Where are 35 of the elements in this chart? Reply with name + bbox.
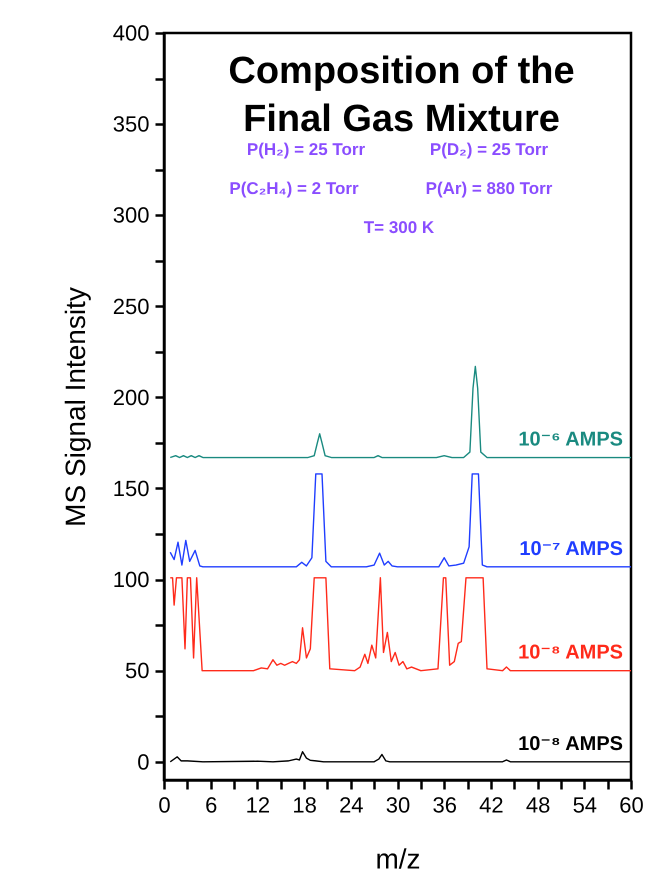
x-tick-label: 42 <box>479 792 504 818</box>
y-tick-label: 100 <box>112 567 150 592</box>
y-tick-label: 350 <box>112 112 150 137</box>
y-axis-title: MS Signal Intensity <box>60 287 91 527</box>
y-tick-label: 200 <box>112 384 150 410</box>
series-label: 10⁻⁷ AMPS <box>519 538 623 560</box>
x-tick-label: 6 <box>205 792 218 818</box>
y-tick-label: 250 <box>112 294 150 319</box>
series-label: 10⁻⁸ AMPS <box>518 732 623 755</box>
x-tick-label: 48 <box>526 792 550 818</box>
x-tick-label: 60 <box>619 792 644 818</box>
x-tick-label: 18 <box>292 792 317 818</box>
annotation: T= 300 K <box>364 218 435 237</box>
annotation: P(Ar) = 880 Torr <box>426 179 553 198</box>
annotation: P(D₂) = 25 Torr <box>430 140 548 159</box>
line-series <box>170 473 631 568</box>
y-tick-label: 150 <box>112 476 150 501</box>
x-tick-label: 24 <box>339 792 364 818</box>
x-tick-label: 36 <box>432 792 457 818</box>
y-tick-label: 400 <box>112 20 150 46</box>
x-tick-label: 12 <box>246 792 270 818</box>
y-tick-label: 300 <box>112 202 150 228</box>
y-tick-label: 0 <box>137 749 150 774</box>
x-tick-label: 54 <box>572 792 598 818</box>
annotation: P(C₂H₄) = 2 Torr <box>229 179 359 198</box>
line-series <box>170 366 631 458</box>
x-tick-label: 30 <box>386 792 410 818</box>
annotation: P(H₂) = 25 Torr <box>246 140 366 159</box>
x-tick-label: 0 <box>158 792 171 818</box>
y-tick-label: 50 <box>125 658 150 684</box>
x-axis-title: m/z <box>375 844 421 874</box>
series-label: 10⁻⁸ AMPS <box>518 642 623 664</box>
series-label: 10⁻⁶ AMPS <box>518 428 623 451</box>
text: Composition of the Final Gas Mixture <box>228 50 575 140</box>
line-series <box>170 577 631 672</box>
